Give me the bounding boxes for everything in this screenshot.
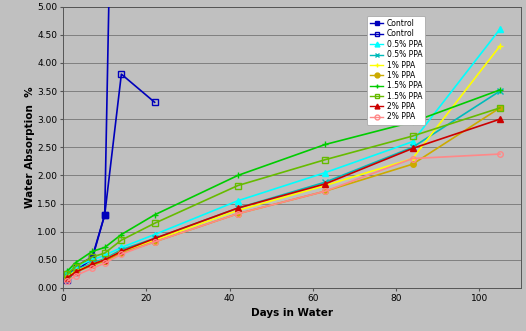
- Y-axis label: Water Absorption  %: Water Absorption %: [25, 86, 35, 208]
- Legend: Control, Control, 0.5% PPA, 0.5% PPA, 1% PPA, 1% PPA, 1.5% PPA, 1.5% PPA, 2% PPA: Control, Control, 0.5% PPA, 0.5% PPA, 1%…: [367, 16, 425, 124]
- X-axis label: Days in Water: Days in Water: [251, 308, 333, 318]
